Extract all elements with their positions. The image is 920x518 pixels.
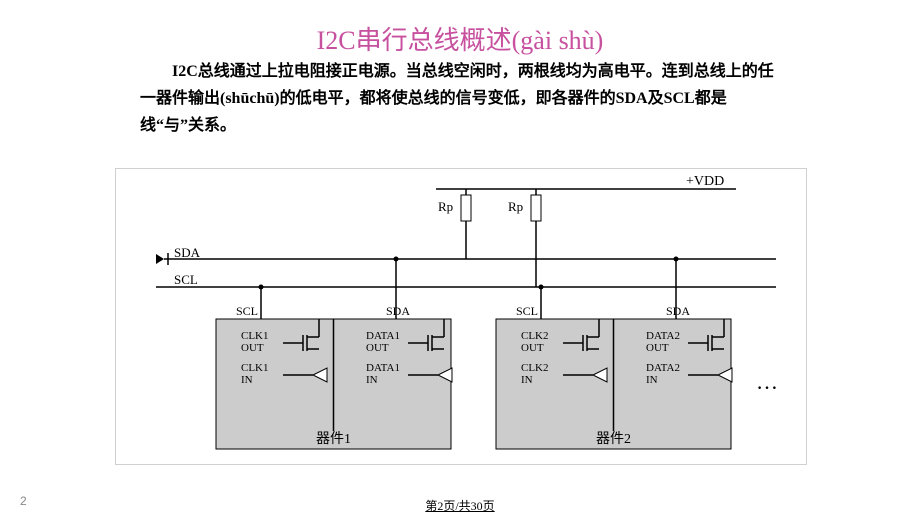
body-text: I2C总线通过上拉电阻接正电源。当总线空闲时，两根线均为高电平。连到总线上的任一… — [140, 63, 774, 134]
svg-text:Rp: Rp — [438, 199, 453, 214]
svg-text:OUT: OUT — [366, 342, 389, 354]
slide-title: I2C串行总线概述(gài shù) — [0, 20, 920, 57]
svg-text:DATA2: DATA2 — [646, 362, 680, 374]
title-text: I2C串行总线概述(gài shù) — [317, 26, 604, 55]
svg-text:SDA: SDA — [174, 245, 201, 260]
svg-text:SCL: SCL — [174, 272, 198, 287]
svg-text:CLK2: CLK2 — [521, 362, 549, 374]
svg-text:CLK1: CLK1 — [241, 362, 269, 374]
svg-text:Rp: Rp — [508, 199, 523, 214]
svg-text:OUT: OUT — [521, 342, 544, 354]
svg-text:OUT: OUT — [241, 342, 264, 354]
svg-text:OUT: OUT — [646, 342, 669, 354]
footer-text: 第2页/共30页 — [425, 499, 494, 513]
i2c-bus-diagram: +VDDRpRpSDASCLSCLSDACLK1OUTCLK1INDATA1OU… — [115, 168, 807, 465]
svg-text:CLK2: CLK2 — [521, 330, 549, 342]
svg-text:IN: IN — [646, 374, 658, 386]
svg-text:SCL: SCL — [236, 304, 258, 318]
svg-text:器件1: 器件1 — [316, 431, 351, 447]
svg-text:CLK1: CLK1 — [241, 330, 269, 342]
svg-text:IN: IN — [366, 374, 378, 386]
svg-text:DATA1: DATA1 — [366, 330, 400, 342]
svg-text:SCL: SCL — [516, 304, 538, 318]
svg-text:DATA2: DATA2 — [646, 330, 680, 342]
svg-text:+VDD: +VDD — [686, 174, 724, 189]
svg-text:IN: IN — [521, 374, 533, 386]
svg-text:…: … — [756, 369, 778, 394]
svg-text:SDA: SDA — [666, 304, 690, 318]
body-paragraph: I2C总线通过上拉电阻接正电源。当总线空闲时，两根线均为高电平。连到总线上的任一… — [140, 58, 780, 140]
svg-text:IN: IN — [241, 374, 253, 386]
svg-text:器件2: 器件2 — [596, 431, 631, 447]
footer: 第2页/共30页 — [0, 497, 920, 514]
svg-text:DATA1: DATA1 — [366, 362, 400, 374]
svg-text:SDA: SDA — [386, 304, 410, 318]
